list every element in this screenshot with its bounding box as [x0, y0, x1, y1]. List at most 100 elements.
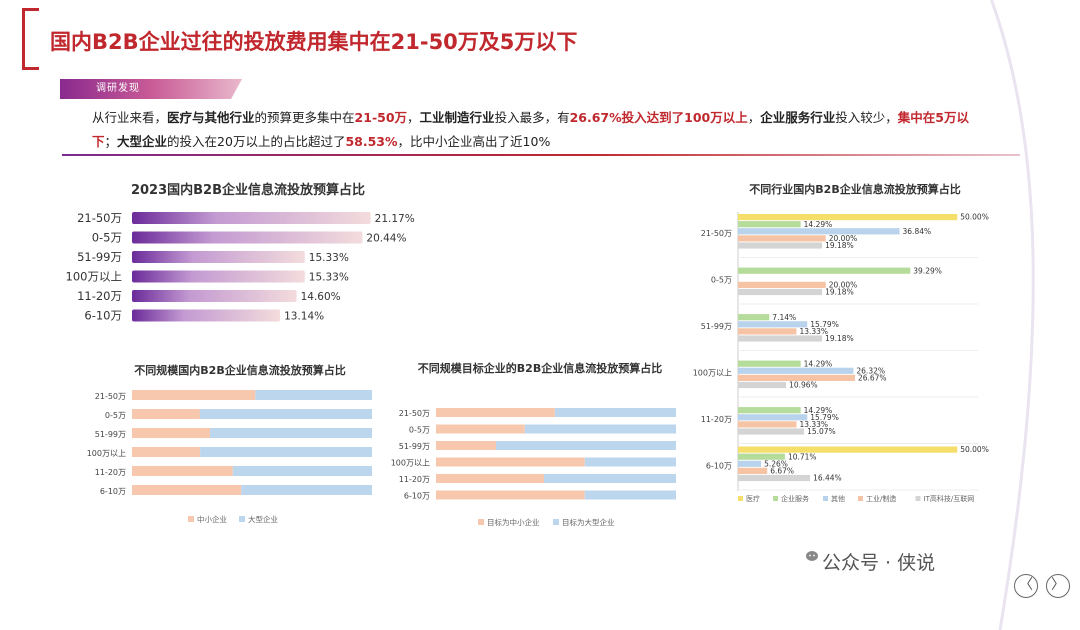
- summary-segment: ，: [407, 110, 420, 125]
- next-slide-button[interactable]: 〉: [1046, 574, 1070, 598]
- summary-segment: 集中在5万以下: [92, 110, 969, 149]
- overall-category-label: 6-10万: [84, 309, 122, 323]
- stacked-bar-segment: [132, 390, 256, 400]
- industry-legend-label: 工业/制造: [866, 494, 896, 503]
- industry-bar: [738, 414, 808, 421]
- industry-value-label: 7.14%: [772, 313, 796, 322]
- stacked-bar-segment: [524, 424, 676, 434]
- industry-value-label: 19.18%: [825, 288, 854, 297]
- overall-value-label: 21.17%: [375, 213, 415, 225]
- industry-value-label: 13.33%: [799, 420, 828, 429]
- chart-overall: 21-50万 21.17% 0-5万 20.44% 51-99万 15.33% 100万以上…: [66, 211, 415, 323]
- prev-slide-button[interactable]: 〈: [1014, 574, 1038, 598]
- industry-bar: [738, 288, 823, 296]
- stacked-bar-segment: [544, 474, 676, 483]
- industry-bar: [738, 446, 958, 453]
- industry-category-label: 6-10万: [706, 462, 732, 471]
- stacked-bar-segment: [584, 457, 676, 467]
- industry-category-label: 100万以上: [693, 369, 732, 378]
- stacked-bar-segment: [241, 485, 372, 495]
- industry-legend-swatch: [823, 496, 828, 501]
- overall-category-label: 100万以上: [66, 270, 122, 284]
- overall-category-label: 21-50万: [77, 211, 122, 225]
- stacked-bar-segment: [554, 408, 676, 417]
- stacked-bar-segment: [132, 466, 233, 476]
- summary-segment: 21-50万: [354, 110, 408, 125]
- stacked-bar-segment: [436, 474, 544, 483]
- industry-value-label: 16.44%: [813, 474, 842, 483]
- summary-segment: 大型企业: [117, 134, 168, 149]
- overall-bar: [132, 270, 305, 283]
- industry-bar: [738, 228, 900, 235]
- industry-bar: [738, 214, 958, 221]
- overall-bar: [132, 212, 371, 224]
- industry-bar: [738, 367, 854, 374]
- stacked-category-label: 100万以上: [391, 459, 430, 468]
- industry-bar: [738, 374, 855, 381]
- industry-value-label: 14.29%: [804, 220, 833, 229]
- industry-bar: [738, 421, 797, 428]
- overall-value-label: 14.60%: [301, 291, 341, 303]
- industry-value-label: 6.67%: [770, 467, 794, 476]
- overall-value-label: 20.44%: [366, 233, 406, 245]
- section-tag: 调研发现: [60, 79, 242, 99]
- summary-segment: 的预算更多集中在: [254, 110, 355, 125]
- stacked-bar-segment: [199, 409, 372, 419]
- stacked-category-label: 51-99万: [399, 442, 430, 451]
- industry-value-label: 39.29%: [913, 266, 942, 275]
- stacked-bar-segment: [210, 428, 372, 438]
- industry-bar: [738, 242, 823, 249]
- chart-size-title: 不同规模国内B2B企业信息流投放预算占比: [134, 364, 346, 377]
- industry-value-label: 10.71%: [788, 452, 817, 461]
- industry-legend-label: 其他: [831, 494, 845, 503]
- summary-segment: 企业服务行业: [760, 110, 836, 125]
- industry-category-label: 0-5万: [711, 276, 732, 285]
- chart-target: 21-50万 0-5万 51-99万 100万以上 11-20万 6-10万目标为中小企业…: [391, 408, 676, 527]
- industry-value-label: 20.00%: [829, 281, 858, 290]
- industry-value-label: 50.00%: [960, 445, 989, 454]
- summary-segment: 投入最多，有: [494, 110, 570, 125]
- industry-legend-swatch: [738, 496, 743, 501]
- industry-value-label: 19.18%: [825, 241, 854, 250]
- chart-overall-title: 2023国内B2B企业信息流投放预算占比: [130, 183, 366, 198]
- summary-segment: 工业制造行业: [419, 110, 495, 125]
- industry-bar: [738, 221, 801, 228]
- page-title: 国内B2B企业过往的投放费用集中在21-50万及5万以下: [50, 30, 578, 54]
- industry-value-label: 26.32%: [856, 366, 885, 375]
- stacked-bar-segment: [584, 490, 676, 500]
- legend-swatch: [553, 519, 559, 525]
- legend-label: 目标为中小企业: [487, 517, 540, 527]
- summary-segment: ，比中小企业高出了近10%: [397, 134, 551, 149]
- industry-legend-swatch: [915, 496, 921, 501]
- industry-category-label: 21-50万: [701, 229, 732, 238]
- stacked-bar-segment: [436, 490, 585, 500]
- industry-bar: [738, 281, 826, 288]
- industry-legend-swatch: [773, 496, 778, 501]
- summary-text: 从行业来看，医疗与其他行业的预算更多集中在21-50万，工业制造行业投入最多，有…: [92, 106, 992, 154]
- industry-value-label: 5.26%: [764, 459, 788, 468]
- divider: [62, 154, 1020, 156]
- stacked-bar-segment: [255, 390, 372, 400]
- industry-bar: [738, 267, 911, 274]
- industry-bar: [738, 360, 801, 367]
- summary-segment: 投入较少，: [835, 110, 898, 125]
- overall-value-label: 13.14%: [284, 311, 324, 323]
- overall-bar: [132, 251, 305, 263]
- legend-label: 大型企业: [248, 514, 278, 524]
- chart-target-title: 不同规模目标企业的B2B企业信息流投放预算占比: [417, 362, 663, 375]
- title-bracket: [22, 8, 39, 70]
- legend-swatch: [188, 516, 194, 522]
- industry-bar: [738, 460, 762, 467]
- legend-label: 目标为大型企业: [562, 517, 615, 527]
- stacked-category-label: 100万以上: [87, 449, 126, 458]
- stacked-category-label: 6-10万: [404, 492, 430, 501]
- industry-legend-label: IT高科技/互联网: [924, 494, 975, 503]
- overall-bar: [132, 231, 363, 244]
- stacked-category-label: 0-5万: [105, 411, 126, 420]
- industry-category-label: 11-20万: [701, 415, 732, 424]
- industry-category-label: 51-99万: [701, 322, 732, 331]
- industry-bar: [738, 321, 808, 328]
- decorative-arc: [989, 0, 1035, 630]
- industry-bar: [738, 428, 805, 435]
- stacked-bar-segment: [132, 409, 200, 419]
